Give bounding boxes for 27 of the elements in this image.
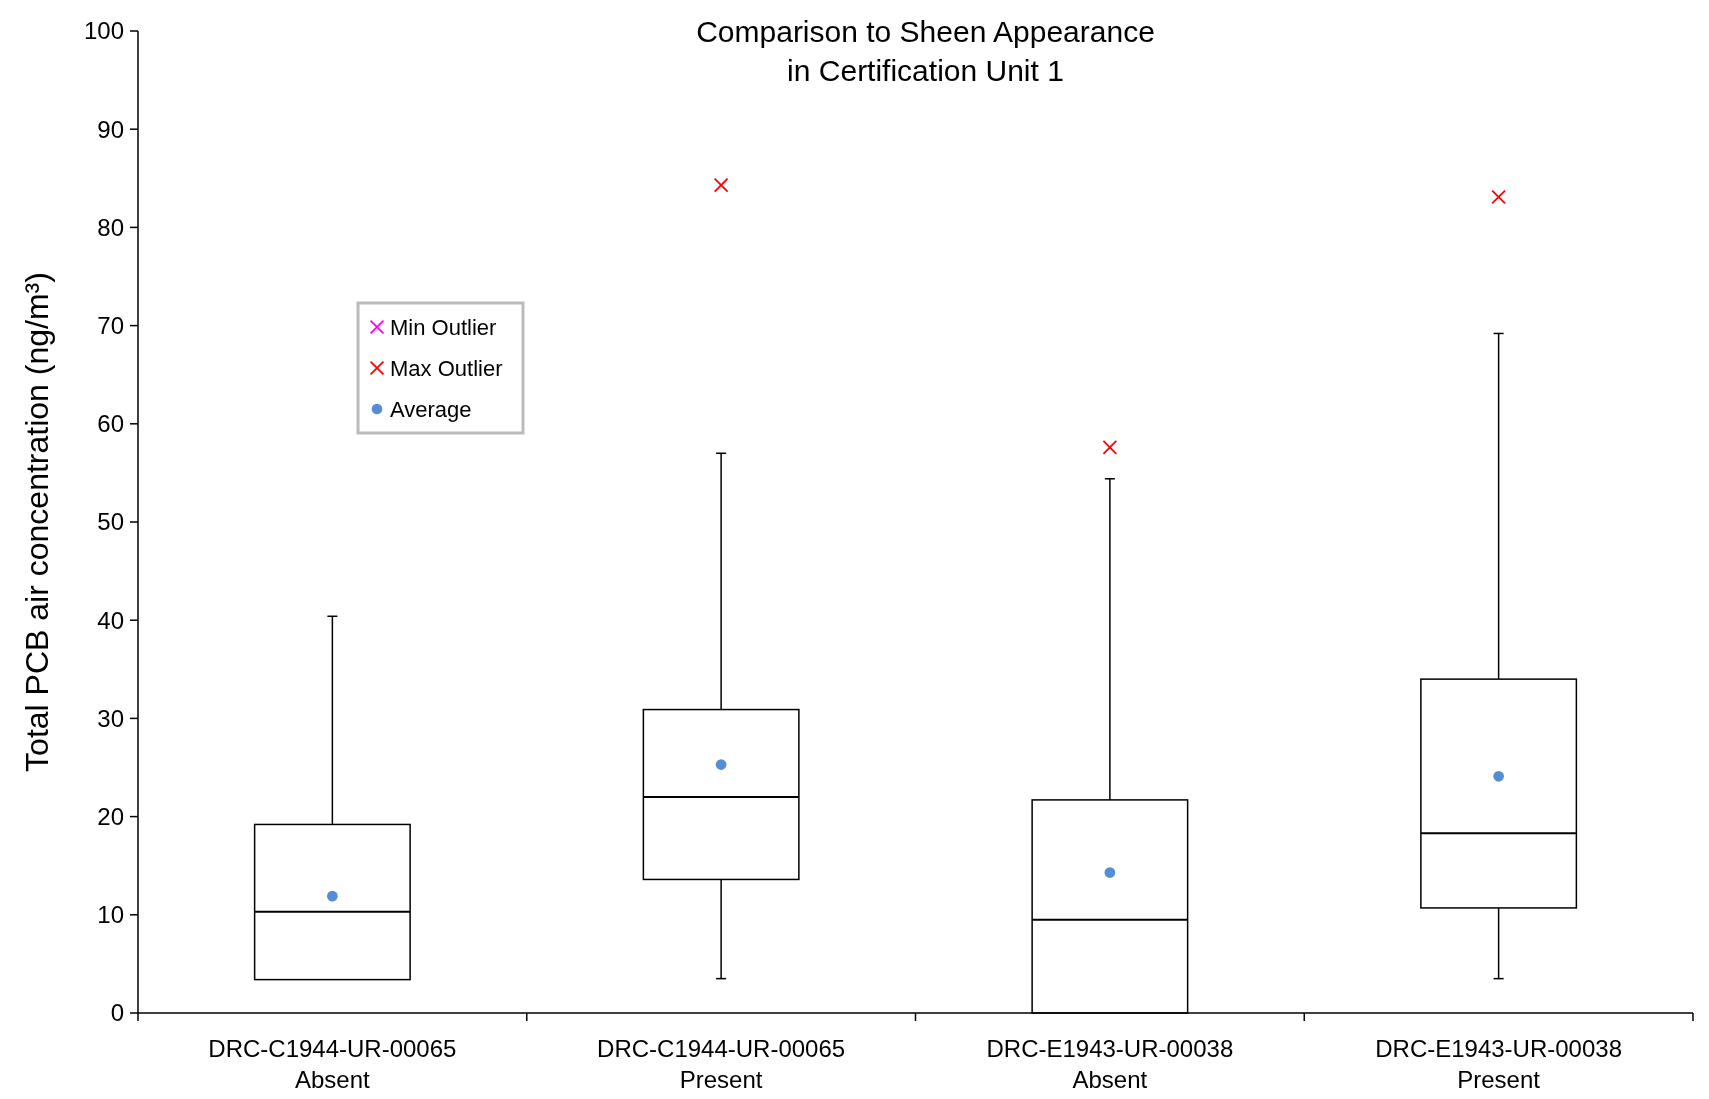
- legend-label: Average: [390, 396, 472, 422]
- y-tick-label: 100: [83, 17, 124, 45]
- y-tick-label: 10: [97, 901, 124, 929]
- x-tick-label: DRC-C1944-UR-00065 Absent: [208, 1035, 457, 1093]
- y-tick-label: 30: [97, 704, 124, 732]
- point: [1493, 771, 1504, 782]
- point: [327, 890, 338, 902]
- y-tick-label: 60: [97, 410, 124, 438]
- x-tick-label: DRC-E1943-UR-00038 Present: [1375, 1035, 1623, 1093]
- y-tick-label: 40: [97, 606, 124, 634]
- point: [1491, 189, 1506, 205]
- x-tick-label: DRC-C1944-UR-00065 Present: [597, 1035, 846, 1093]
- y-axis-title: Total PCB air concentration (ng/m³): [19, 272, 55, 772]
- y-tick-label: 50: [97, 508, 124, 536]
- point: [1104, 867, 1116, 878]
- y-tick-label: 80: [97, 213, 124, 241]
- y-tick-label: 90: [97, 115, 124, 143]
- chart-title: Comparison to Sheen Appearance in Certification Unit 1: [696, 15, 1155, 87]
- legend-label: Max Outlier: [390, 355, 503, 381]
- x-tick-label: DRC-E1943-UR-00038 Absent: [986, 1035, 1234, 1093]
- point: [713, 177, 729, 193]
- y-tick-label: 20: [97, 803, 124, 830]
- point: [715, 759, 727, 770]
- legend-label: Min Outlier: [390, 314, 497, 340]
- point: [1102, 440, 1118, 455]
- y-tick-label: 70: [97, 312, 124, 339]
- y-tick-label: 0: [110, 999, 124, 1027]
